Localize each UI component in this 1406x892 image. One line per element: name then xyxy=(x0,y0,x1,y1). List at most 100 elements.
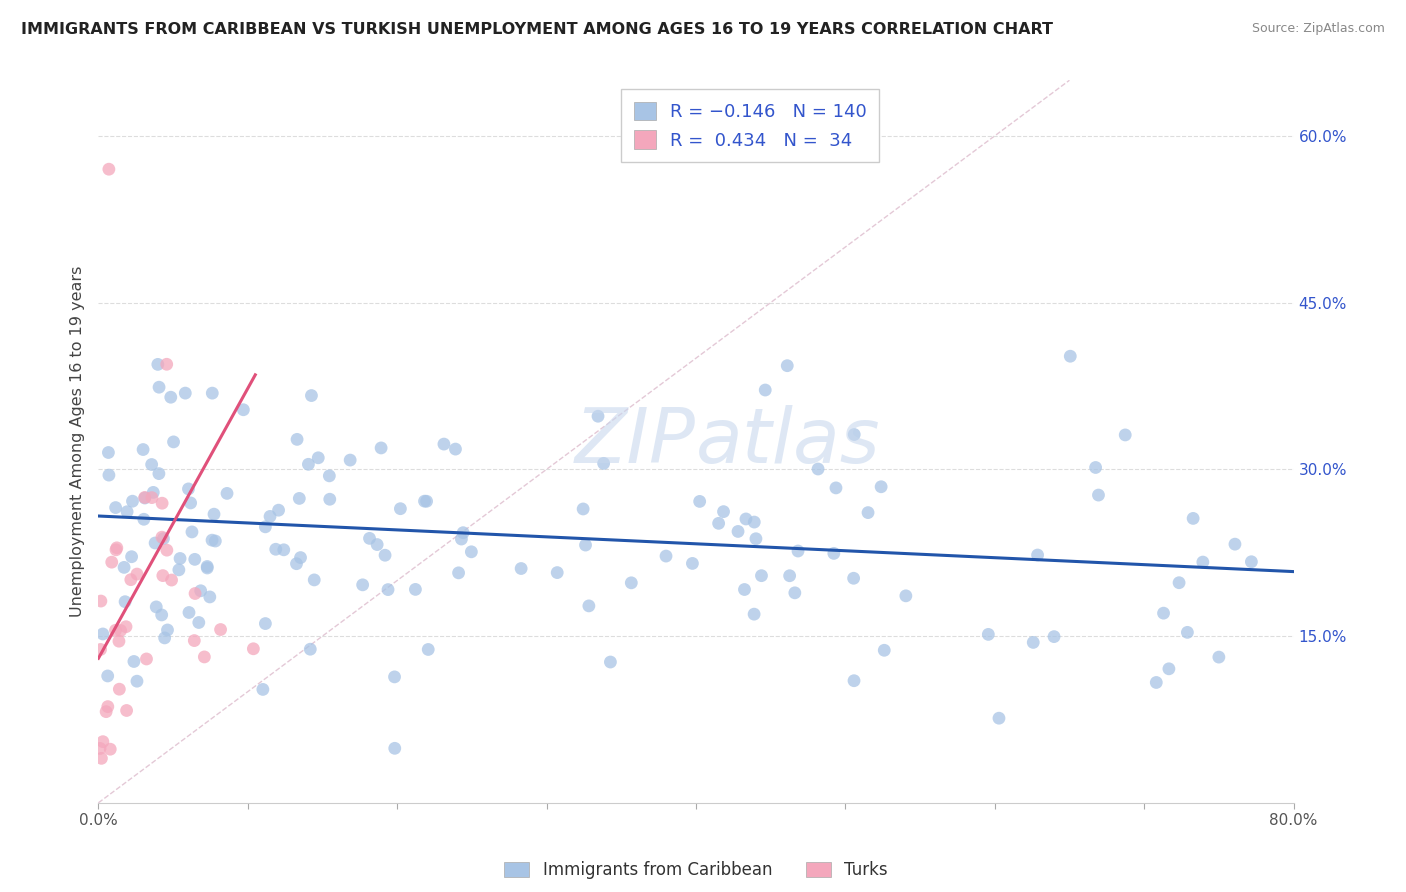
Point xyxy=(823,546,845,560)
Point xyxy=(242,641,264,656)
Point xyxy=(681,557,703,571)
Point xyxy=(152,568,174,582)
Point xyxy=(177,482,200,496)
Point xyxy=(97,699,120,714)
Point xyxy=(190,583,212,598)
Point xyxy=(856,506,879,520)
Point xyxy=(742,607,765,622)
Point xyxy=(254,616,277,631)
Point xyxy=(842,673,865,688)
Point xyxy=(787,544,810,558)
Y-axis label: Unemployment Among Ages 16 to 19 years: Unemployment Among Ages 16 to 19 years xyxy=(69,266,84,617)
Point xyxy=(153,631,176,645)
Text: atlas: atlas xyxy=(696,405,880,478)
Point xyxy=(135,652,157,666)
Point xyxy=(307,450,329,465)
Point xyxy=(183,633,205,648)
Point xyxy=(252,682,274,697)
Point xyxy=(91,734,114,748)
Point xyxy=(1087,488,1109,502)
Point xyxy=(98,742,121,756)
Point xyxy=(844,427,866,442)
Point xyxy=(1084,460,1107,475)
Point xyxy=(592,456,614,470)
Point xyxy=(148,380,170,394)
Point xyxy=(97,669,120,683)
Point xyxy=(689,494,711,508)
Point xyxy=(115,620,138,634)
Point xyxy=(339,453,361,467)
Text: IMMIGRANTS FROM CARIBBEAN VS TURKISH UNEMPLOYMENT AMONG AGES 16 TO 19 YEARS CORR: IMMIGRANTS FROM CARIBBEAN VS TURKISH UNE… xyxy=(21,22,1053,37)
Point xyxy=(288,491,311,506)
Point xyxy=(707,516,730,531)
Point xyxy=(177,606,200,620)
Point xyxy=(112,560,135,574)
Point xyxy=(90,642,112,657)
Point xyxy=(655,549,678,563)
Point xyxy=(105,541,128,555)
Point xyxy=(574,538,596,552)
Point xyxy=(159,390,181,404)
Point xyxy=(259,509,281,524)
Point xyxy=(807,462,830,476)
Point xyxy=(143,536,166,550)
Point xyxy=(783,586,806,600)
Point xyxy=(318,468,340,483)
Point xyxy=(450,532,472,546)
Point xyxy=(273,542,295,557)
Point xyxy=(510,561,533,575)
Point xyxy=(198,590,221,604)
Point xyxy=(181,524,204,539)
Point xyxy=(285,433,308,447)
Point xyxy=(297,458,319,472)
Point xyxy=(195,561,218,575)
Point xyxy=(150,607,173,622)
Point xyxy=(142,485,165,500)
Point xyxy=(389,501,412,516)
Point xyxy=(97,445,120,459)
Point xyxy=(146,357,169,371)
Point xyxy=(215,486,238,500)
Point xyxy=(374,548,396,562)
Point xyxy=(204,534,226,549)
Point xyxy=(751,568,773,582)
Point xyxy=(433,437,456,451)
Point xyxy=(232,402,254,417)
Point xyxy=(122,655,145,669)
Point xyxy=(145,599,167,614)
Point xyxy=(377,582,399,597)
Point xyxy=(105,542,128,557)
Point xyxy=(290,550,312,565)
Point xyxy=(89,741,111,756)
Point xyxy=(745,532,768,546)
Point xyxy=(160,573,183,587)
Point xyxy=(418,642,440,657)
Point xyxy=(870,480,893,494)
Point xyxy=(873,643,896,657)
Point xyxy=(97,468,120,483)
Point xyxy=(1168,575,1191,590)
Point xyxy=(894,589,917,603)
Point xyxy=(108,634,131,648)
Point xyxy=(104,500,127,515)
Point xyxy=(254,520,277,534)
Point xyxy=(209,623,232,637)
Point xyxy=(156,357,179,371)
Point xyxy=(1177,625,1199,640)
Point xyxy=(150,496,173,510)
Point xyxy=(1059,349,1081,363)
Point xyxy=(301,388,323,402)
Point xyxy=(90,751,112,765)
Point xyxy=(121,494,143,508)
Point xyxy=(150,530,173,544)
Point xyxy=(988,711,1011,725)
Point xyxy=(174,386,197,401)
Point xyxy=(169,551,191,566)
Point xyxy=(415,494,437,508)
Legend: Immigrants from Caribbean, Turks: Immigrants from Caribbean, Turks xyxy=(498,855,894,886)
Point xyxy=(359,532,381,546)
Point xyxy=(447,566,470,580)
Point xyxy=(1026,548,1049,562)
Point xyxy=(180,496,202,510)
Point xyxy=(115,704,138,718)
